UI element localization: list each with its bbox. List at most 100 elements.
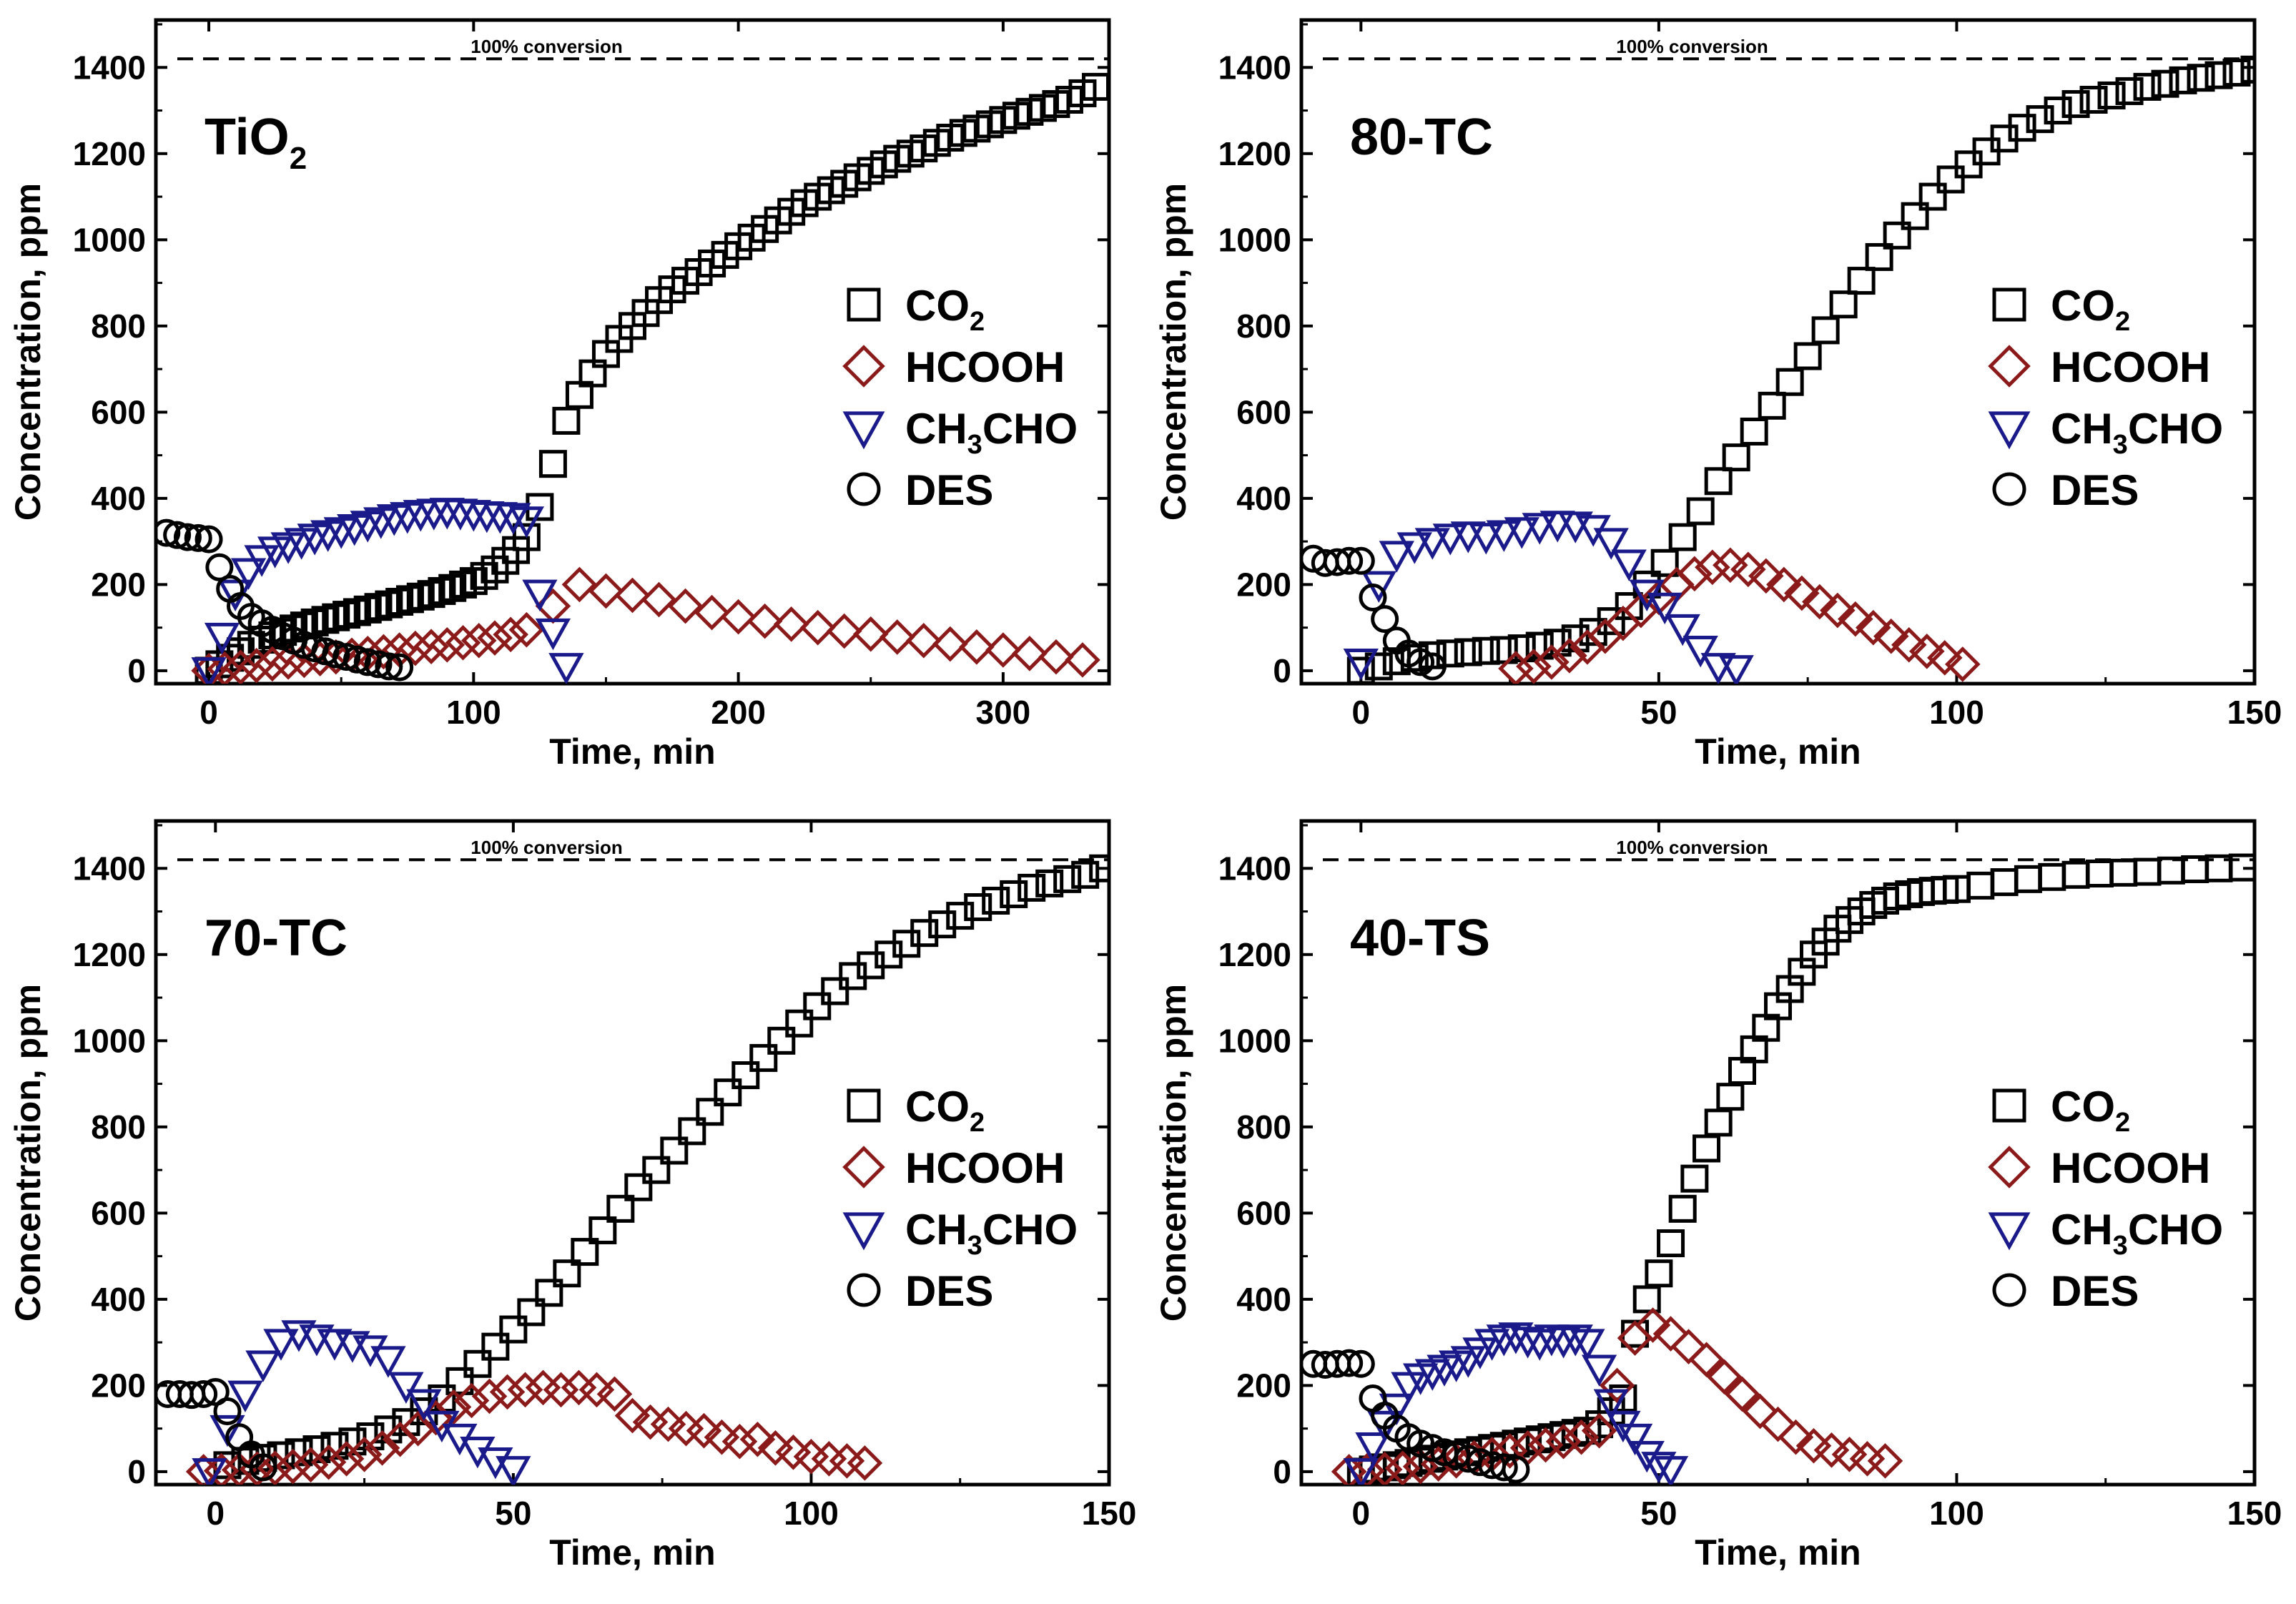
data-point-co2 [1472, 636, 1500, 665]
y-tick-label: 200 [91, 566, 146, 603]
x-tick-label: 50 [495, 1495, 531, 1532]
y-tick-label: 400 [91, 1281, 146, 1318]
data-point-hcooh [445, 624, 481, 661]
data-point-ch3cho [496, 503, 531, 535]
series-des [156, 1377, 277, 1482]
data-point-ch3cho [1617, 1423, 1653, 1456]
data-point-co2 [982, 886, 1010, 915]
data-point-hcooh [739, 1421, 776, 1457]
data-point-co2 [445, 1367, 474, 1395]
data-point-hcooh [207, 651, 243, 684]
data-point-co2 [2204, 61, 2233, 89]
data-point-hcooh [1581, 1412, 1617, 1449]
data-point-co2 [642, 1156, 671, 1184]
legend-marker-hcooh [1988, 1146, 2031, 1189]
y-tick-label: 1000 [73, 1022, 146, 1059]
data-point-co2 [749, 1043, 778, 1072]
data-point-co2 [785, 1009, 814, 1038]
data-point-hcooh [1944, 646, 1981, 682]
data-point-hcooh [773, 606, 809, 642]
data-point-des [1406, 648, 1435, 676]
data-point-des [163, 521, 192, 549]
data-point-hcooh [1742, 1393, 1778, 1430]
data-point-hcooh [799, 609, 836, 646]
series-des [1301, 544, 1447, 681]
data-point-co2 [1346, 656, 1375, 684]
data-point-co2 [1686, 497, 1715, 526]
y-tick-label: 800 [1236, 1108, 1291, 1146]
data-point-hcooh [310, 1444, 347, 1480]
series-co2 [213, 854, 1109, 1480]
data-point-co2 [1489, 636, 1518, 664]
data-point-des [343, 645, 371, 674]
legend-marker-des [847, 472, 881, 506]
x-tick-label: 150 [2227, 1495, 2282, 1532]
data-point-co2 [2169, 66, 2197, 94]
data-point-des [364, 650, 393, 679]
y-tick-label: 1200 [73, 936, 146, 973]
data-point-co2 [803, 992, 832, 1020]
data-point-ch3cho [1414, 528, 1450, 560]
y-tick-label: 200 [1236, 566, 1291, 603]
x-tick-label: 300 [976, 694, 1031, 731]
data-point-hcooh [720, 599, 757, 635]
data-point-hcooh [429, 626, 465, 663]
data-point-ch3cho [496, 1456, 531, 1485]
data-point-des [184, 523, 212, 552]
data-point-co2 [2109, 858, 2138, 887]
y-tick-label: 1200 [1218, 936, 1291, 973]
panel-label: 70-TC [205, 910, 348, 967]
data-point-hcooh [1867, 1443, 1903, 1479]
data-point-des [1359, 1384, 1387, 1412]
data-point-co2 [588, 1216, 617, 1244]
series-ch3cho [192, 1320, 531, 1485]
legend-label-des: DES [2051, 1267, 2139, 1315]
data-point-co2 [1668, 523, 1697, 551]
data-point-hcooh [932, 626, 968, 662]
data-point-co2 [946, 902, 975, 930]
data-point-hcooh [435, 1389, 472, 1425]
data-point-hcooh [1688, 1342, 1725, 1378]
data-point-ch3cho [210, 1414, 245, 1447]
data-point-hcooh [493, 616, 528, 653]
series-hcooh [191, 566, 1100, 684]
x-tick-label: 0 [1352, 694, 1371, 731]
data-point-hcooh [1908, 634, 1945, 669]
data-point-ch3cho [1700, 653, 1736, 684]
plot-frame [1299, 819, 2257, 1487]
data-point-ch3cho [1396, 532, 1432, 564]
data-point-co2 [1901, 202, 1929, 230]
data-point-ch3cho [460, 1436, 496, 1469]
y-tick-label: 1000 [1218, 221, 1291, 258]
x-axis-title: Time, min [549, 732, 715, 772]
data-point-hcooh [906, 622, 942, 659]
legend-label-des: DES [2051, 466, 2139, 514]
data-point-ch3cho [1665, 614, 1700, 646]
data-point-hcooh [1695, 549, 1730, 586]
data-point-co2 [1775, 368, 1804, 396]
y-tick-label: 0 [127, 652, 146, 689]
data-point-co2 [2187, 64, 2215, 92]
y-tick-label: 600 [91, 393, 146, 430]
data-point-ch3cho [1629, 1440, 1665, 1473]
reference-line-label: 100% conversion [470, 36, 622, 57]
series-hcooh [185, 1369, 883, 1485]
data-point-hcooh [667, 588, 704, 624]
data-point-hcooh [721, 1423, 758, 1460]
data-point-hcooh [453, 1382, 490, 1419]
data-point-hcooh [364, 1430, 400, 1466]
data-point-ch3cho [244, 545, 280, 577]
data-point-co2 [696, 1098, 724, 1126]
data-point-co2 [678, 1117, 706, 1146]
legend-marker-hcooh [1988, 345, 2031, 388]
data-point-hcooh [1599, 1367, 1635, 1404]
data-point-co2 [1793, 342, 1822, 370]
data-point-co2 [606, 1194, 635, 1223]
data-point-hcooh [959, 629, 995, 665]
data-point-co2 [624, 1173, 653, 1201]
y-axis-title: Concentration, ppm [1153, 183, 1193, 521]
data-point-des [1335, 546, 1364, 575]
data-point-co2 [2008, 114, 2036, 142]
data-point-co2 [2097, 81, 2126, 109]
y-tick-label: 1000 [1218, 1022, 1291, 1059]
